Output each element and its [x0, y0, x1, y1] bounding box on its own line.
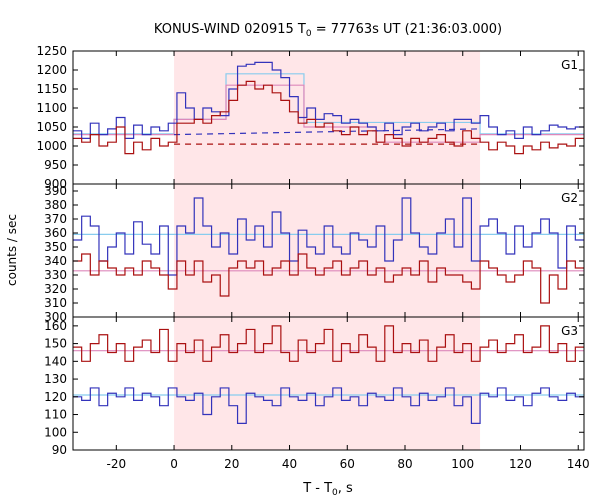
- panels-group: 900950100010501100115012001250G130031032…: [36, 44, 589, 471]
- x-tick-label: 20: [224, 457, 239, 471]
- shaded-interval: [174, 51, 481, 184]
- y-tick-label: 900: [44, 177, 67, 191]
- x-tick-label: 100: [451, 457, 474, 471]
- y-tick-label: 150: [44, 337, 67, 351]
- y-tick-label: 140: [44, 354, 67, 368]
- y-tick-label: 350: [44, 240, 67, 254]
- panel-g1: 900 950 1000 1050 1100 1150 1200 1250 G1: [36, 44, 585, 191]
- y-tick-label: 1250: [36, 44, 67, 58]
- chart-title-main: KONUS-WIND 020915 T: [154, 22, 306, 37]
- series-blue-g3: [73, 387, 584, 424]
- x-axis-label-subscript: 0: [332, 488, 338, 498]
- chart-title: KONUS-WIND 020915 T0 = 77763s UT (21:36:…: [154, 22, 502, 39]
- series-red-g3: [73, 325, 584, 362]
- series-blue-g1: [73, 61, 584, 139]
- y-tick-label: 310: [44, 296, 67, 310]
- panel-frame: [72, 316, 585, 451]
- chart-title-rest: = 77763s UT (21:36:03.000): [312, 22, 502, 37]
- y-tick-label: 1050: [36, 120, 67, 134]
- y-tick-label: 120: [44, 390, 67, 404]
- y-tick-label: 360: [44, 226, 67, 240]
- y-tick-label: 1150: [36, 82, 67, 96]
- x-axis-label-rest: , s: [338, 481, 353, 496]
- y-tick-label: 380: [44, 198, 67, 212]
- panel-g3: 90 100 110 120 130 140 150 160 -20 0 20 40 60 80 100 12…: [44, 316, 590, 471]
- x-axis-label: T - T0, s: [302, 481, 353, 498]
- shaded-interval: [174, 317, 481, 450]
- x-tick-label: 0: [170, 457, 178, 471]
- panel-label: G2: [561, 191, 578, 205]
- y-tick-label: 300: [44, 310, 67, 324]
- shaded-interval: [174, 184, 481, 317]
- y-tick-label: 1000: [36, 139, 67, 153]
- y-tick-label: 1100: [36, 101, 67, 115]
- y-tick-label: 130: [44, 372, 67, 386]
- x-tick-label: 80: [397, 457, 412, 471]
- y-tick-label: 340: [44, 254, 67, 268]
- y-tick-label: 110: [44, 408, 67, 422]
- chart-title-subscript: 0: [306, 29, 312, 39]
- series-red-g2: [73, 253, 584, 304]
- y-tick-label: 320: [44, 282, 67, 296]
- x-axis-label-main: T - T: [302, 481, 332, 496]
- y-tick-label: 370: [44, 212, 67, 226]
- panel-label: G1: [561, 58, 578, 72]
- y-tick-label: 1200: [36, 63, 67, 77]
- dashed-level-blue: [174, 128, 481, 136]
- x-tick-label: 140: [567, 457, 590, 471]
- y-axis-label: counts / sec: [5, 214, 19, 286]
- x-tick-label: -20: [107, 457, 127, 471]
- panel-label: G3: [561, 324, 578, 338]
- series-blue-g2: [73, 197, 584, 276]
- y-tick-label: 100: [44, 425, 67, 439]
- y-tick-label: 950: [44, 158, 67, 172]
- x-tick-label: 60: [340, 457, 355, 471]
- x-tick-label: 120: [509, 457, 532, 471]
- y-tick-label: 90: [52, 443, 67, 457]
- x-tick-label: 40: [282, 457, 297, 471]
- y-tick-label: 330: [44, 268, 67, 282]
- y-tick-label: 160: [44, 319, 67, 333]
- y-tick-label: 390: [44, 184, 67, 198]
- series-red-g1: [73, 80, 584, 155]
